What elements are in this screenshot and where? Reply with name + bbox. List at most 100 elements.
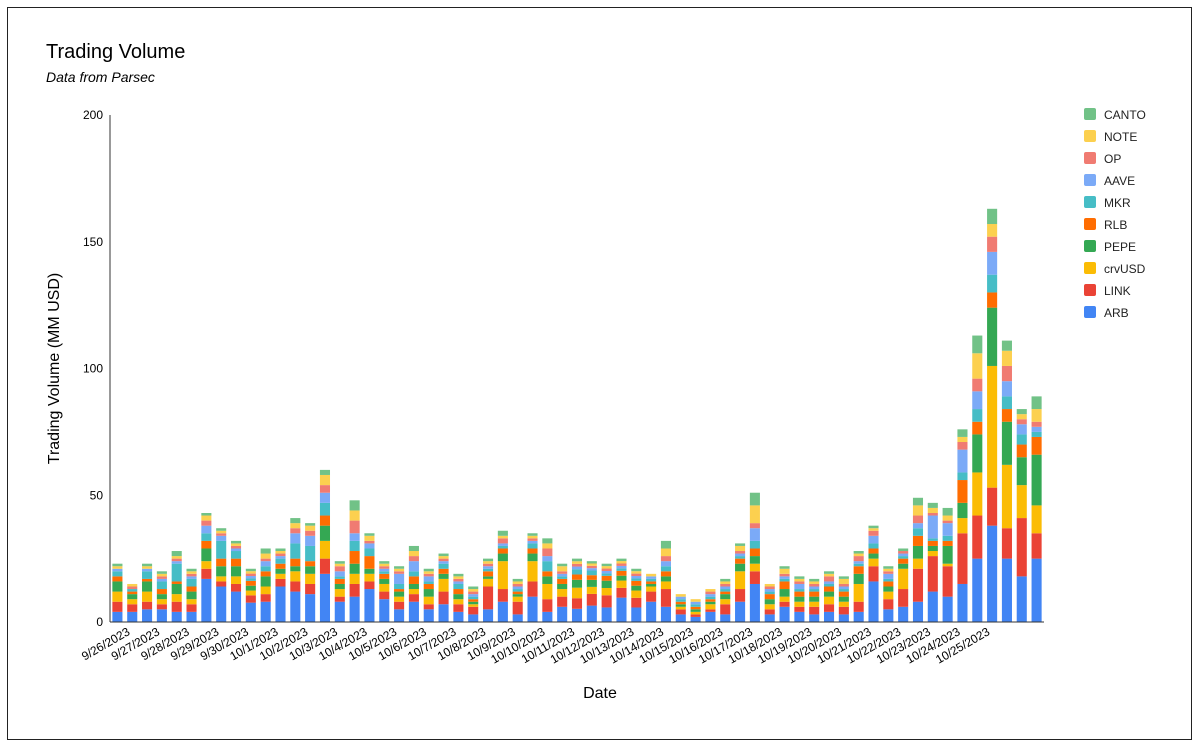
bar-segment-note (468, 589, 479, 592)
bar-segment-pepe (779, 589, 790, 597)
bar-segment-op (1001, 365, 1012, 382)
bar-segment-crvusd (705, 604, 716, 610)
bar-segment-aave (245, 576, 256, 579)
bar-segment-crvusd (571, 587, 583, 599)
bar-segment-canto (112, 563, 123, 567)
bar-segment-canto (749, 492, 760, 506)
bar-segment-canto (156, 571, 167, 574)
bar-segment-rlb (216, 558, 227, 567)
bar-segment-note (601, 566, 612, 569)
bar-segment-note (690, 599, 701, 602)
bar-segment-aave (1016, 424, 1027, 435)
legend-label: ARB (1104, 306, 1129, 320)
bar-segment-canto (497, 530, 508, 536)
bar-segment-arb (423, 609, 434, 622)
bar-segment-mkr (171, 563, 182, 582)
bar-segment-arb (601, 607, 612, 622)
bar-segment-aave (423, 576, 434, 582)
bar-segment-mkr (586, 570, 597, 576)
bar-segment-rlb (112, 576, 123, 582)
bar-stack (260, 548, 271, 622)
bar-stack (542, 538, 553, 622)
bar-segment-crvusd (497, 561, 508, 590)
bar-segment-mkr (275, 558, 286, 564)
bar-stack (408, 545, 419, 622)
bar-stack (438, 553, 449, 622)
bar-segment-mkr (720, 589, 731, 592)
bar-segment-op (453, 578, 464, 582)
bar-segment-note (171, 556, 182, 559)
bar-segment-aave (438, 561, 449, 564)
bar-segment-aave (260, 561, 271, 567)
bar-segment-rlb (171, 581, 182, 584)
bar-segment-pepe (853, 573, 864, 584)
bar-segment-mkr (1016, 434, 1027, 445)
bar-segment-op (230, 545, 242, 549)
bar-segment-rlb (527, 548, 538, 554)
bar-segment-pepe (660, 576, 671, 582)
bar-segment-pepe (305, 566, 316, 574)
legend-item-op: OP (1084, 152, 1121, 166)
bar-segment-rlb (883, 581, 894, 587)
bar-segment-note (912, 505, 924, 516)
bar-segment-note (927, 507, 938, 513)
bar-segment-link (705, 609, 716, 612)
y-axis-ticks: 0 50 100 150 200 (83, 108, 103, 629)
bar-segment-rlb (1016, 444, 1027, 458)
bar-segment-canto (972, 335, 983, 354)
bar-segment-mkr (230, 551, 242, 559)
bar-segment-note (512, 581, 523, 584)
bar-segment-pepe (379, 578, 390, 584)
bar-segment-aave (201, 525, 212, 534)
bar-segment-mkr (838, 589, 849, 592)
bar-segment-rlb (735, 558, 746, 564)
bar-segment-mkr (764, 591, 775, 595)
bar-segment-canto (142, 563, 153, 567)
bar-segment-crvusd (1016, 485, 1027, 519)
bar-segment-canto (542, 538, 553, 544)
bar-segment-crvusd (735, 571, 746, 590)
bar-segment-rlb (586, 575, 597, 580)
bar-segment-mkr (468, 596, 479, 600)
bar-segment-aave (319, 492, 331, 503)
bar-segment-pepe (571, 579, 583, 588)
bar-segment-rlb (957, 480, 968, 503)
bar-segment-pepe (453, 594, 464, 600)
bar-segment-canto (290, 518, 301, 524)
bar-segment-arb (749, 583, 760, 622)
bar-segment-pepe (334, 583, 345, 590)
bar-segment-aave (171, 561, 182, 564)
bar-segment-canto (201, 513, 212, 516)
bar-segment-aave (349, 533, 360, 541)
bar-segment-arb (853, 611, 864, 622)
bar-segment-link (586, 593, 597, 606)
bar-segment-mkr (912, 528, 924, 536)
bar-segment-mkr (305, 545, 316, 562)
bar-segment-op (779, 573, 790, 577)
bar-stack (631, 568, 642, 622)
bar-segment-note (394, 568, 405, 572)
bar-segment-mkr (438, 563, 449, 569)
bar-segment-aave (453, 581, 464, 584)
bar-stack (171, 551, 182, 622)
bar-segment-note (319, 474, 331, 486)
bar-stack (823, 571, 835, 622)
bar-segment-pepe (290, 566, 301, 572)
bar-segment-rlb (394, 589, 405, 592)
bar-segment-mkr (749, 540, 760, 549)
bar-segment-rlb (201, 540, 212, 549)
bar-stack (512, 578, 523, 622)
bar-segment-canto (453, 573, 464, 577)
bar-segment-note (972, 353, 983, 379)
bar-segment-crvusd (260, 586, 271, 595)
bar-segment-aave (571, 566, 583, 570)
bar-segment-mkr (394, 583, 405, 590)
bar-segment-rlb (156, 589, 167, 595)
bar-segment-pepe (601, 580, 612, 588)
bar-segment-op (290, 528, 301, 534)
bar-segment-note (794, 578, 805, 582)
bar-segment-pepe (987, 307, 998, 366)
bar-segment-mkr (735, 556, 746, 559)
bar-segment-aave (290, 533, 301, 544)
bar-segment-canto (823, 571, 835, 574)
